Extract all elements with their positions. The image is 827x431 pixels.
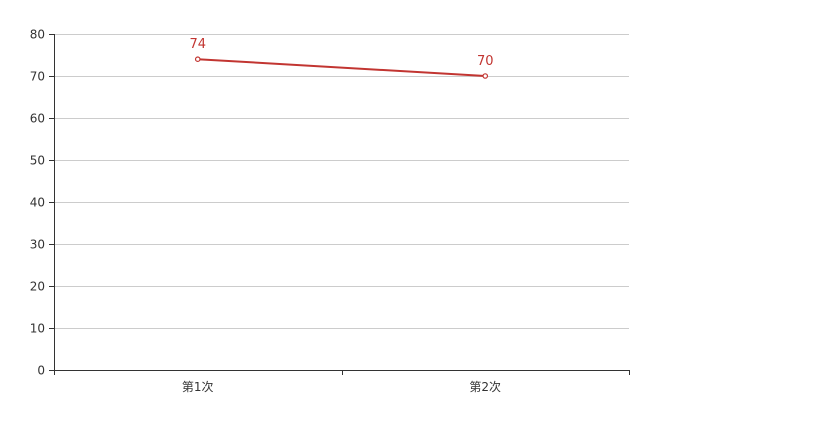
y-axis-tick-label: 10 — [30, 322, 45, 336]
series-layer: 74 70 — [189, 37, 494, 79]
data-label: 70 — [477, 54, 494, 69]
y-axis-tick-label: 0 — [37, 364, 45, 378]
y-axis-tick-label: 30 — [30, 238, 45, 252]
grid-lines — [54, 34, 629, 329]
y-axis-tick-labels: 0 10 20 30 40 50 60 70 80 — [30, 28, 45, 378]
y-axis-tick-label: 70 — [30, 70, 45, 84]
x-axis-tick-label: 第1次 — [182, 380, 214, 394]
x-axis-tick-labels: 第1次 第2次 — [182, 380, 501, 394]
y-axis-tick-label: 80 — [30, 28, 45, 42]
data-point[interactable] — [194, 56, 201, 63]
y-axis-tick-label: 50 — [30, 154, 45, 168]
data-point[interactable] — [482, 73, 489, 79]
data-label: 74 — [189, 37, 206, 52]
series-line — [197, 58, 486, 77]
y-axis-tick-label: 60 — [30, 112, 45, 126]
y-axis-tick-label: 40 — [30, 196, 45, 210]
axes — [49, 34, 630, 375]
y-axis-tick-label: 20 — [30, 280, 45, 294]
x-axis-tick-label: 第2次 — [469, 380, 501, 394]
